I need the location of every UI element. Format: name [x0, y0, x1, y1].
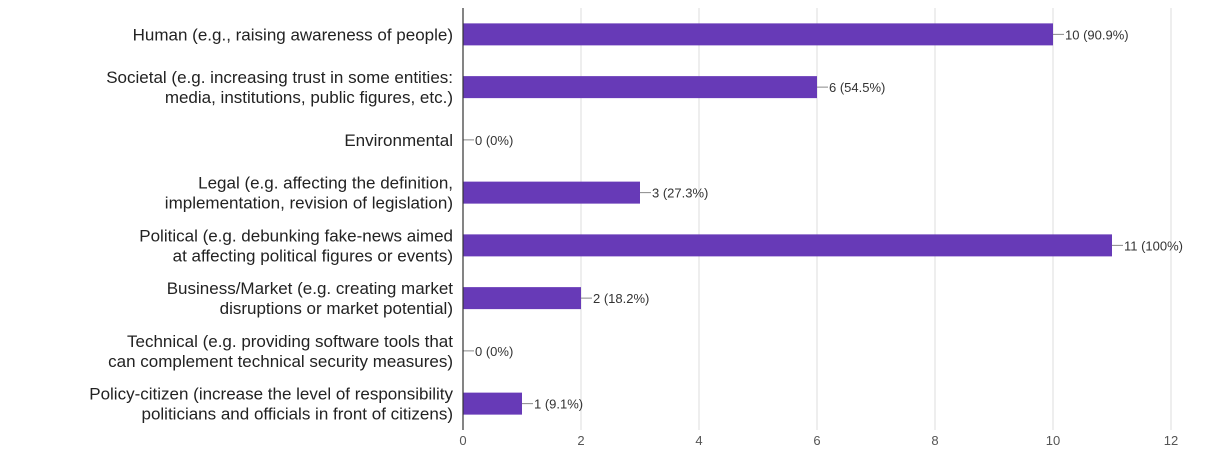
- category-label-line: Environmental: [344, 131, 453, 150]
- data-label-5: 2 (18.2%): [593, 291, 649, 306]
- category-label-line: media, institutions, public figures, etc…: [165, 88, 453, 107]
- category-label-line: Political (e.g. debunking fake-news aime…: [139, 226, 453, 245]
- category-label-5: Business/Market (e.g. creating marketdis…: [167, 279, 454, 318]
- category-label-line: Policy-citizen (increase the level of re…: [89, 385, 453, 404]
- category-label-line: Legal (e.g. affecting the definition,: [198, 174, 453, 193]
- x-tick-label-12: 12: [1164, 433, 1178, 448]
- x-tick-label-8: 8: [931, 433, 938, 448]
- category-label-line: Human (e.g., raising awareness of people…: [133, 25, 453, 44]
- data-label-1: 6 (54.5%): [829, 80, 885, 95]
- bar-4: [463, 234, 1112, 257]
- data-label-6: 0 (0%): [475, 344, 513, 359]
- bar-0: [463, 23, 1053, 46]
- category-label-7: Policy-citizen (increase the level of re…: [89, 385, 453, 424]
- category-label-4: Political (e.g. debunking fake-news aime…: [139, 226, 453, 265]
- category-label-line: can complement technical security measur…: [108, 352, 453, 371]
- category-label-3: Legal (e.g. affecting the definition,imp…: [165, 174, 453, 213]
- bar-1: [463, 76, 817, 99]
- data-label-3: 3 (27.3%): [652, 186, 708, 201]
- data-label-7: 1 (9.1%): [534, 397, 583, 412]
- x-tick-label-2: 2: [577, 433, 584, 448]
- category-label-line: Societal (e.g. increasing trust in some …: [106, 68, 453, 87]
- data-label-2: 0 (0%): [475, 133, 513, 148]
- bar-3: [463, 181, 640, 204]
- x-tick-label-6: 6: [813, 433, 820, 448]
- category-label-6: Technical (e.g. providing software tools…: [108, 332, 453, 371]
- bar-7: [463, 392, 522, 415]
- category-label-1: Societal (e.g. increasing trust in some …: [106, 68, 453, 107]
- x-tick-label-0: 0: [459, 433, 466, 448]
- category-label-line: politicians and officials in front of ci…: [141, 405, 453, 424]
- category-label-line: Business/Market (e.g. creating market: [167, 279, 454, 298]
- x-tick-label-4: 4: [695, 433, 702, 448]
- x-tick-label-10: 10: [1046, 433, 1060, 448]
- category-label-line: implementation, revision of legislation): [165, 194, 453, 213]
- category-label-2: Environmental: [344, 131, 453, 150]
- category-label-line: Technical (e.g. providing software tools…: [127, 332, 453, 351]
- category-label-line: disruptions or market potential): [220, 299, 453, 318]
- category-label-line: at affecting political figures or events…: [173, 246, 453, 265]
- data-label-0: 10 (90.9%): [1065, 27, 1129, 42]
- data-label-4: 11 (100%): [1124, 238, 1183, 253]
- category-label-0: Human (e.g., raising awareness of people…: [133, 25, 453, 44]
- bar-5: [463, 287, 581, 310]
